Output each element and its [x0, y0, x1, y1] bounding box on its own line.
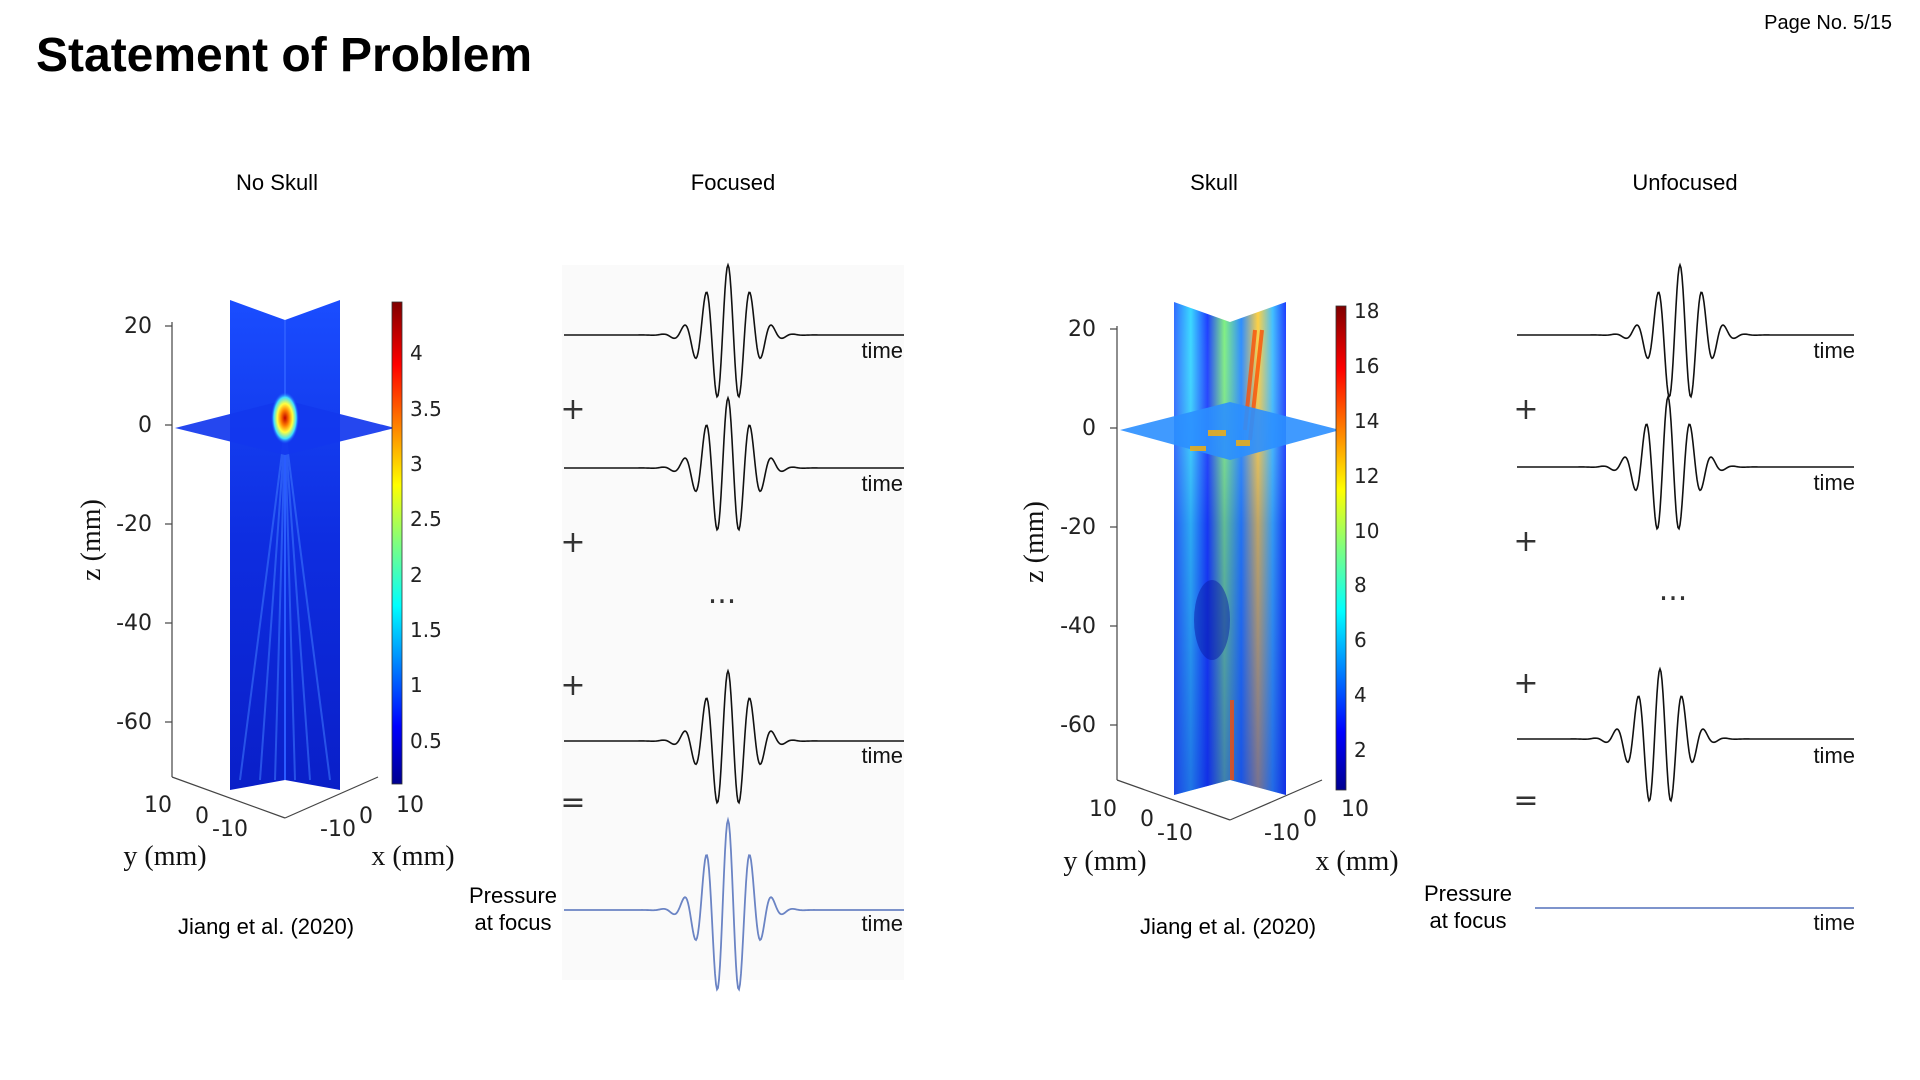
time-label: time — [861, 911, 903, 936]
time-label: time — [1813, 470, 1855, 495]
no-skull-z-tick: -20 — [116, 512, 152, 537]
time-label: time — [861, 471, 903, 496]
time-label: time — [1813, 338, 1855, 363]
no-skull-colorbar-tick: 2.5 — [410, 507, 442, 531]
pressure-label-focused: Pressure at focus — [453, 882, 573, 936]
slide-title: Statement of Problem — [36, 29, 533, 82]
waveform — [1517, 394, 1854, 531]
no-skull-colorbar-tick: 2 — [410, 563, 423, 587]
ellipsis-operator: ... — [708, 576, 737, 611]
citation-skull: Jiang et al. (2020) — [1139, 914, 1317, 939]
no-skull-y-axis-label: y (mm) — [123, 841, 206, 872]
page-number: Page No. 5/15 — [1764, 12, 1892, 34]
waveform — [1517, 262, 1854, 399]
skull-x-tick: 0 — [1303, 807, 1317, 832]
skull-colorbar-tick: 6 — [1354, 628, 1367, 652]
skull-colorbar-tick: 2 — [1354, 738, 1367, 762]
citation-no-skull: Jiang et al. (2020) — [177, 914, 355, 939]
no-skull-colorbar-tick: 0.5 — [410, 729, 442, 753]
column-title-unfocused: Unfocused — [1632, 170, 1738, 195]
no-skull-z-tick: -60 — [116, 710, 152, 735]
pressure-label-line1: Pressure — [1423, 881, 1513, 906]
plus-operator: + — [1513, 666, 1538, 701]
no-skull-x-tick: 0 — [359, 804, 373, 829]
no-skull-plot: 20 0 -20 -40 -60 z (mm) 10 0 -10 -10 0 1… — [76, 300, 455, 872]
ellipsis-operator: ... — [1659, 573, 1688, 608]
waveform — [1517, 666, 1854, 803]
waveform — [564, 668, 904, 805]
pressure-label-unfocused: Pressure at focus — [1408, 880, 1528, 934]
skull-z-tick: -40 — [1060, 614, 1096, 639]
no-skull-z-tick: 0 — [138, 413, 152, 438]
skull-z-tick: 20 — [1068, 317, 1096, 342]
equals-operator: = — [1513, 783, 1538, 818]
column-title-focused: Focused — [690, 170, 776, 195]
no-skull-x-axis-label: x (mm) — [371, 841, 454, 872]
skull-y-tick: 10 — [1089, 797, 1117, 822]
pressure-waveform-focused — [564, 816, 904, 992]
time-label: time — [861, 743, 903, 768]
no-skull-colorbar — [391, 301, 403, 785]
skull-colorbar-tick: 8 — [1354, 573, 1367, 597]
skull-y-axis-label: y (mm) — [1063, 846, 1146, 877]
plus-operator: + — [560, 392, 585, 427]
waveform — [564, 395, 904, 532]
pressure-label-line2: at focus — [474, 910, 552, 935]
no-skull-colorbar-tick: 4 — [410, 341, 423, 365]
skull-colorbar-tick: 18 — [1354, 299, 1379, 323]
waveform — [564, 262, 904, 399]
skull-y-tick: 0 — [1140, 807, 1154, 832]
skull-plot: 20 0 -20 -40 -60 z (mm) 10 0 -10 -10 0 1… — [1019, 299, 1399, 877]
no-skull-y-tick: 10 — [144, 793, 172, 818]
pressure-label-line2: at focus — [1429, 908, 1507, 933]
equals-operator: = — [560, 785, 585, 820]
skull-x-tick: -10 — [1264, 821, 1300, 846]
no-skull-beam-streaks — [239, 429, 331, 781]
plus-operator: + — [1513, 524, 1538, 559]
skull-horizontal-slice — [1120, 402, 1340, 460]
skull-colorbar-tick: 12 — [1354, 464, 1379, 488]
skull-x-axis-label: x (mm) — [1315, 846, 1398, 877]
skull-x-tick: 10 — [1341, 797, 1369, 822]
no-skull-colorbar-tick: 1.5 — [410, 618, 442, 642]
skull-colorbar-tick: 14 — [1354, 409, 1379, 433]
skull-colorbar — [1335, 305, 1347, 791]
no-skull-y-tick: 0 — [195, 804, 209, 829]
pressure-label-line1: Pressure — [468, 883, 558, 908]
skull-z-tick: -20 — [1060, 515, 1096, 540]
no-skull-z-tick: 20 — [124, 314, 152, 339]
column-title-skull: Skull — [1190, 170, 1238, 195]
no-skull-x-tick: -10 — [320, 817, 356, 842]
time-label: time — [1813, 910, 1855, 935]
focused-waveforms: time time time time + + ... + = — [560, 262, 904, 992]
skull-colorbar-tick: 16 — [1354, 354, 1379, 378]
skull-z-tick: 0 — [1082, 416, 1096, 441]
skull-colorbar-tick: 10 — [1354, 519, 1379, 543]
skull-y-tick: -10 — [1157, 821, 1193, 846]
no-skull-z-tick: -40 — [116, 611, 152, 636]
skull-z-tick: -60 — [1060, 713, 1096, 738]
no-skull-y-tick: -10 — [212, 817, 248, 842]
no-skull-colorbar-tick: 3 — [410, 452, 423, 476]
no-skull-colorbar-tick: 1 — [410, 673, 423, 697]
no-skull-focal-spot — [271, 392, 299, 444]
skull-colorbar-tick: 4 — [1354, 683, 1367, 707]
plus-operator: + — [560, 525, 585, 560]
time-label: time — [861, 338, 903, 363]
no-skull-colorbar-tick: 3.5 — [410, 397, 442, 421]
no-skull-x-tick: 10 — [396, 793, 424, 818]
skull-z-axis-label: z (mm) — [1019, 501, 1050, 583]
unfocused-waveforms: time time time time + + ... + = — [1513, 262, 1855, 935]
time-label: time — [1813, 743, 1855, 768]
plus-operator: + — [560, 668, 585, 703]
no-skull-z-axis-label: z (mm) — [76, 499, 107, 581]
plus-operator: + — [1513, 392, 1538, 427]
column-title-no-skull: No Skull — [236, 170, 318, 195]
